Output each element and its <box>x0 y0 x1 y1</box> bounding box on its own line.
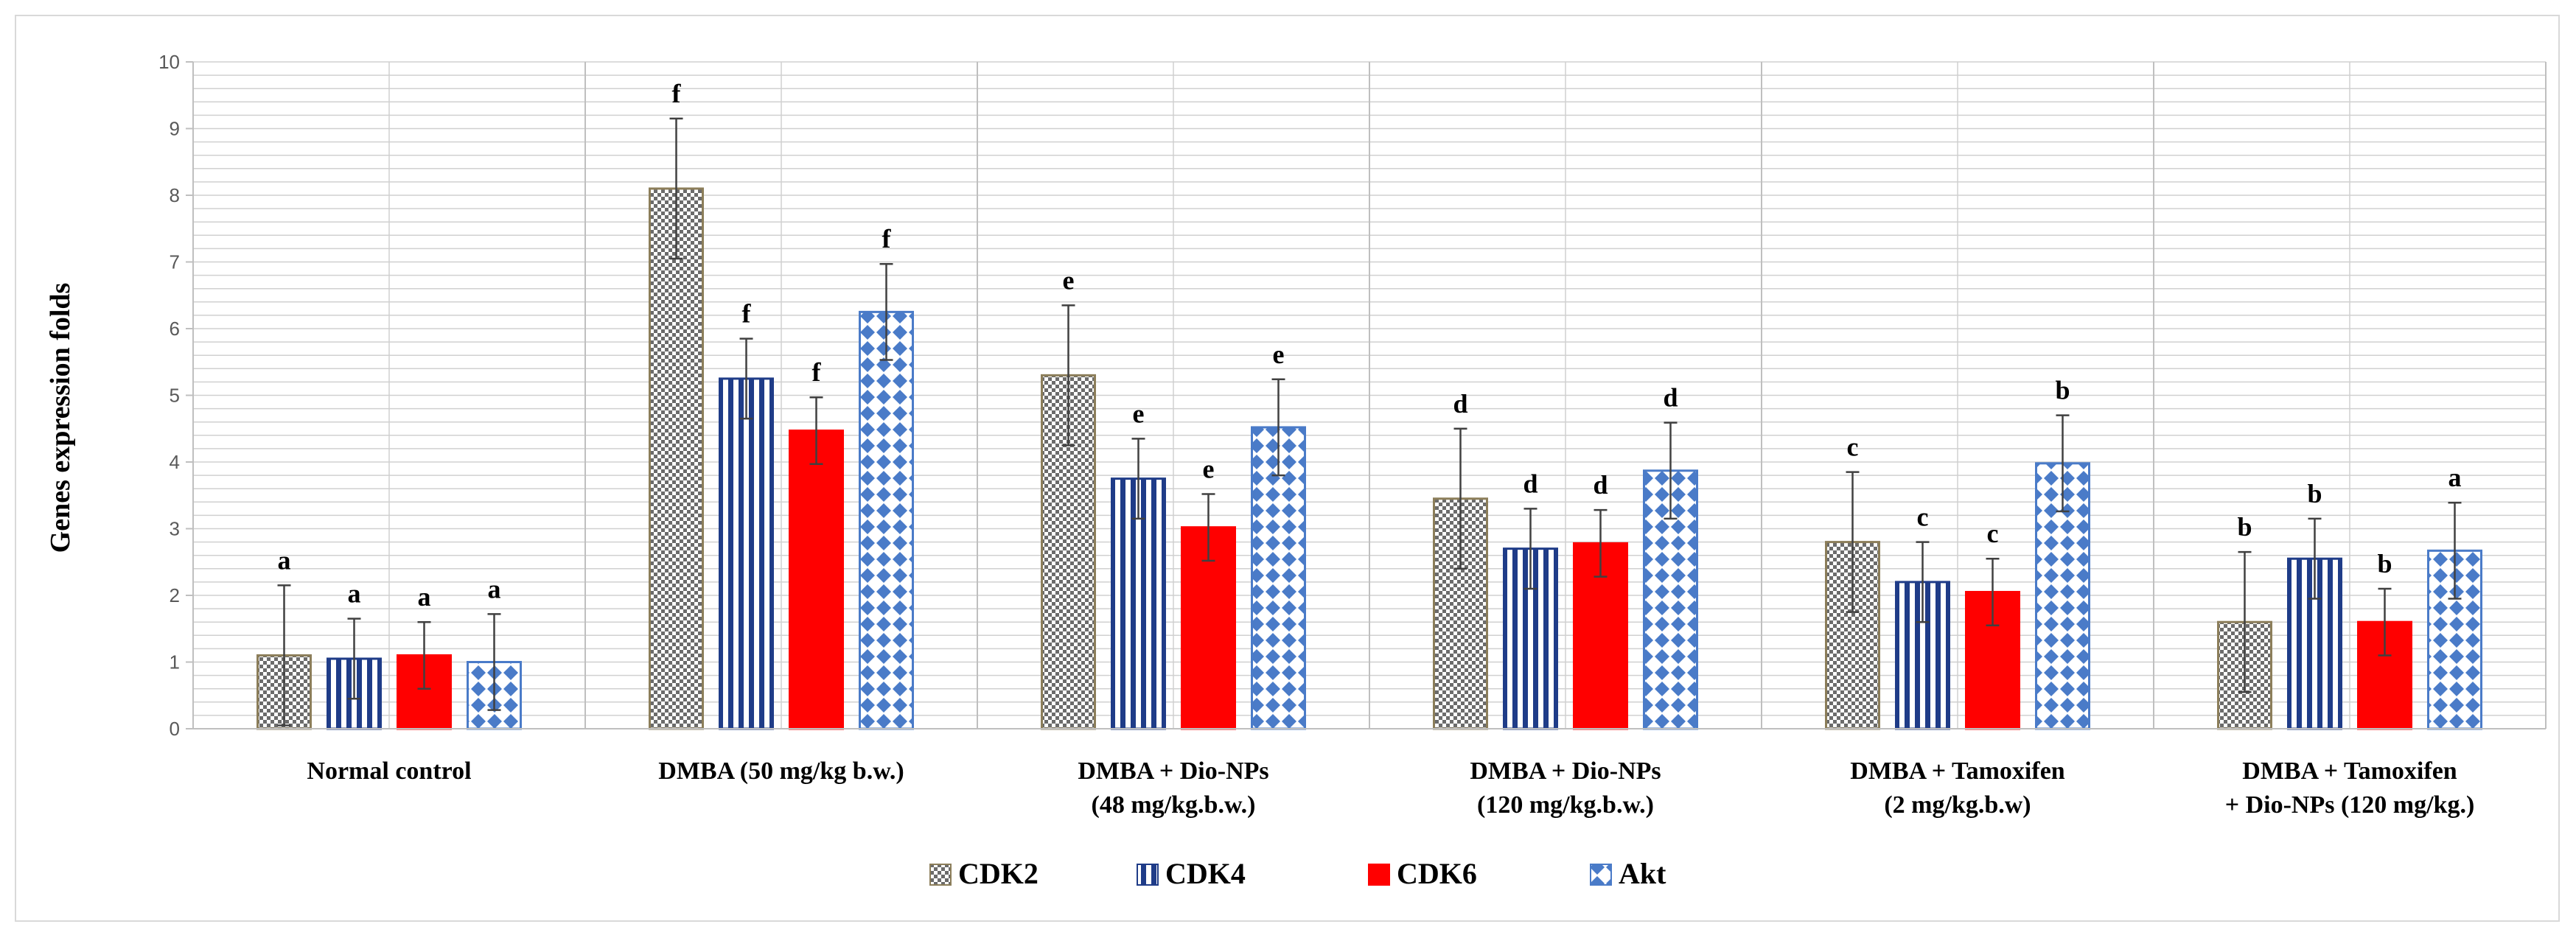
y-tick-label: 9 <box>170 118 180 140</box>
category-label: (2 mg/kg.b.w) <box>1884 791 2031 819</box>
bar-cdk6-1 <box>789 429 844 730</box>
chart-frame: a f e d c b a f e d c b a f e d c b a f e d b a 0 1 2 3 4 5 6 7 8 9 10 Nor… <box>15 15 2560 922</box>
y-tick-label: 3 <box>170 518 180 540</box>
y-tick-label: 4 <box>170 451 180 473</box>
significance-label: d <box>1663 383 1678 413</box>
bar-cdk2-1 <box>649 187 704 730</box>
significance-label: a <box>418 582 431 612</box>
significance-label: b <box>2377 549 2392 578</box>
significance-label: f <box>882 224 892 253</box>
significance-label: e <box>1203 454 1215 483</box>
significance-label: d <box>1593 470 1608 500</box>
significance-label: c <box>1847 433 1859 462</box>
significance-label: a <box>348 579 361 609</box>
bar-chart: a f e d c b a f e d c b a f e d c b a f e d b a 0 1 2 3 4 5 6 7 8 9 10 Nor… <box>45 51 2547 890</box>
category-label: + Dio-NPs (120 mg/kg.) <box>2225 791 2475 819</box>
legend-label-akt: Akt <box>1619 857 1666 890</box>
significance-label: a <box>488 574 501 603</box>
legend-swatch-cdk6 <box>1368 864 1390 886</box>
category-label: DMBA + Tamoxifen <box>2242 757 2457 785</box>
category-label: DMBA + Dio-NPs <box>1470 757 1661 785</box>
legend-label-cdk4: CDK4 <box>1165 857 1246 890</box>
bar-cdk4-1 <box>719 377 774 730</box>
significance-label: f <box>672 79 682 108</box>
significance-label: c <box>1917 503 1929 532</box>
legend-swatch-cdk2 <box>929 864 952 886</box>
y-axis-title: Genes expression folds <box>45 283 76 553</box>
bar-akt-1 <box>859 310 914 730</box>
category-label: (48 mg/kg.b.w.) <box>1092 791 1256 819</box>
category-label: DMBA + Tamoxifen <box>1850 757 2064 785</box>
y-tick-label: 7 <box>170 251 180 273</box>
significance-label: e <box>1273 340 1285 369</box>
y-tick-label: 2 <box>170 584 180 606</box>
significance-label: d <box>1523 469 1537 498</box>
legend-swatch-cdk4 <box>1137 864 1159 886</box>
significance-label: e <box>1063 265 1075 295</box>
category-label: Normal control <box>307 757 471 785</box>
legend-label-cdk2: CDK2 <box>958 857 1039 890</box>
category-label: DMBA + Dio-NPs <box>1078 757 1268 785</box>
category-label: DMBA (50 mg/kg b.w.) <box>658 757 904 785</box>
y-tick-label: 8 <box>170 184 180 206</box>
legend-label-cdk6: CDK6 <box>1397 857 1477 890</box>
significance-label: f <box>812 357 822 387</box>
significance-label: f <box>742 299 752 329</box>
y-tick-label: 6 <box>170 318 180 340</box>
y-tick-label: 5 <box>170 385 180 407</box>
category-label: (120 mg/kg.b.w.) <box>1477 791 1654 819</box>
legend-swatch-akt <box>1590 864 1612 886</box>
significance-label: d <box>1453 389 1467 419</box>
significance-label: b <box>2055 376 2070 405</box>
significance-label: c <box>1987 519 1999 548</box>
significance-label: b <box>2237 512 2252 542</box>
bar-cdk4-2 <box>1111 477 1166 730</box>
significance-label: e <box>1133 399 1145 428</box>
significance-label: a <box>2448 463 2462 492</box>
significance-label: b <box>2307 479 2322 508</box>
significance-label: a <box>278 545 291 575</box>
y-tick-label: 10 <box>158 51 180 73</box>
y-tick-label: 1 <box>170 651 180 673</box>
y-tick-label: 0 <box>170 718 180 740</box>
